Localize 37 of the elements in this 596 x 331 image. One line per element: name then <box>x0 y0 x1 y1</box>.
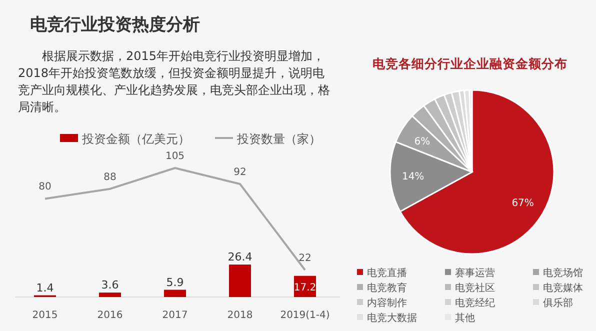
bar <box>164 290 186 297</box>
legend-label: 电竞大数据 <box>367 312 417 324</box>
x-tick-label: 2017 <box>162 310 188 321</box>
x-tick-label: 2018 <box>227 310 253 321</box>
legend-label: 投资金额（亿美元） <box>81 132 190 146</box>
data-label: 6% <box>414 136 430 148</box>
legend-label: 电竞直播 <box>367 267 407 279</box>
legend-label: 电竞教育 <box>367 282 407 294</box>
data-label: 67% <box>512 198 534 210</box>
data-label: 92 <box>234 166 246 178</box>
data-label: 5.9 <box>166 276 184 289</box>
x-tick-label: 2019(1-4) <box>280 310 330 321</box>
data-label: 17.2 <box>294 282 316 294</box>
legend-label: 投资数量（家） <box>236 132 321 146</box>
data-label: 22 <box>298 252 312 264</box>
chart-title: 电竞各细分行业企业融资金额分布 <box>372 56 568 71</box>
legend-label: 赛事运营 <box>455 267 495 279</box>
data-label: 1.4 <box>36 281 54 294</box>
bar <box>99 292 121 297</box>
legend-label: 其他 <box>455 312 475 324</box>
chart-title: 电竞行业投资热度分析 <box>30 15 200 35</box>
x-tick-label: 2016 <box>97 310 123 321</box>
legend-label: 电竞媒体 <box>543 282 583 294</box>
data-label: 3.6 <box>101 278 119 292</box>
text: 根据展示数据，2015年开始电竞行业投资明显增加，2018年开始投资笔数放缓，但投资金额明显提升，说明电竞产业向规模化、产业化趋势发展，电竞头部企业出现，格局清晰。 <box>18 48 331 116</box>
data-label: 88 <box>104 172 116 183</box>
bar <box>229 264 251 297</box>
data-label: 14% <box>402 172 424 183</box>
data-label: 105 <box>165 151 185 162</box>
data-label: 80 <box>38 182 52 193</box>
legend-label: 电竞经纪 <box>455 297 495 309</box>
legend-label: 电竞社区 <box>455 282 495 294</box>
legend-label: 俱乐部 <box>543 297 573 309</box>
legend-label: 电竞场馆 <box>543 267 583 279</box>
data-label: 26.4 <box>228 250 252 264</box>
x-tick-label: 2015 <box>32 310 58 321</box>
legend-label: 内容制作 <box>367 297 407 309</box>
